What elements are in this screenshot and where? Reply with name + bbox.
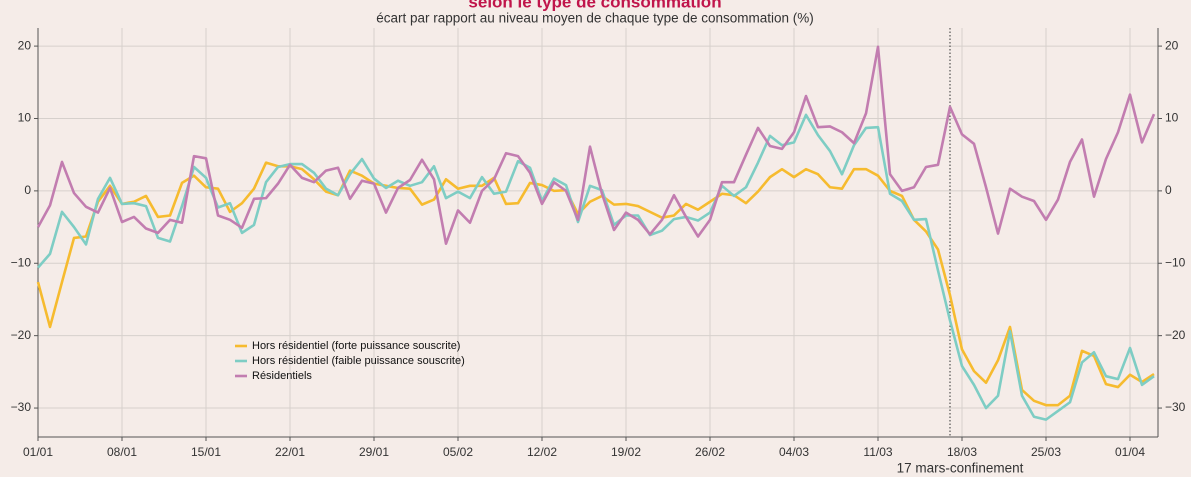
y-tick-label: 20 bbox=[18, 38, 32, 52]
series-line bbox=[36, 45, 1156, 246]
legend-label: Hors résidentiel (forte puissance souscr… bbox=[252, 340, 460, 352]
lines bbox=[36, 45, 1156, 421]
y-tick-label: 20 bbox=[1165, 38, 1179, 52]
y-tick-label: 0 bbox=[24, 183, 31, 197]
y-tick-label: −20 bbox=[1165, 328, 1186, 342]
legend-label: Résidentiels bbox=[252, 370, 312, 382]
x-tick-label: 18/03 bbox=[947, 445, 977, 459]
grid: −30 −30 −20 −20 −10 −10 0 0 10 10 20 20 01/01 08/01 15… bbox=[11, 28, 1186, 476]
x-tick-label: 26/02 bbox=[695, 445, 725, 459]
x-tick-label: 25/03 bbox=[1031, 445, 1061, 459]
chart-subtitle: écart par rapport au niveau moyen de cha… bbox=[376, 11, 814, 26]
legend: Hors résidentiel (forte puissance souscr… bbox=[235, 340, 465, 382]
x-tick-label: 19/02 bbox=[611, 445, 641, 459]
y-tick-label: −10 bbox=[11, 255, 32, 269]
x-tick-label: 05/02 bbox=[443, 445, 473, 459]
annotation-text: 17 mars-confinement bbox=[897, 461, 1024, 476]
y-tick-label: −20 bbox=[11, 328, 32, 342]
chart-title: selon le type de consommation bbox=[468, 0, 721, 11]
x-tick-label: 15/01 bbox=[191, 445, 221, 459]
y-tick-label: −30 bbox=[11, 400, 32, 414]
y-tick-label: 10 bbox=[1165, 111, 1179, 125]
y-tick-label: −10 bbox=[1165, 255, 1186, 269]
series-line bbox=[36, 161, 1155, 407]
legend-label: Hors résidentiel (faible puissance sousc… bbox=[252, 355, 465, 367]
x-tick-label: 08/01 bbox=[107, 445, 137, 459]
x-tick-label: 04/03 bbox=[779, 445, 809, 459]
y-tick-label: 10 bbox=[18, 111, 32, 125]
x-tick-label: 29/01 bbox=[359, 445, 389, 459]
y-tick-label: 0 bbox=[1165, 183, 1172, 197]
x-tick-label: 01/04 bbox=[1115, 445, 1145, 459]
x-tick-label: 12/02 bbox=[527, 445, 557, 459]
y-tick-label: −30 bbox=[1165, 400, 1186, 414]
x-tick-label: 22/01 bbox=[275, 445, 305, 459]
x-tick-label: 11/03 bbox=[863, 445, 892, 459]
series-line bbox=[37, 113, 1155, 421]
x-tick-label: 01/01 bbox=[23, 445, 53, 459]
